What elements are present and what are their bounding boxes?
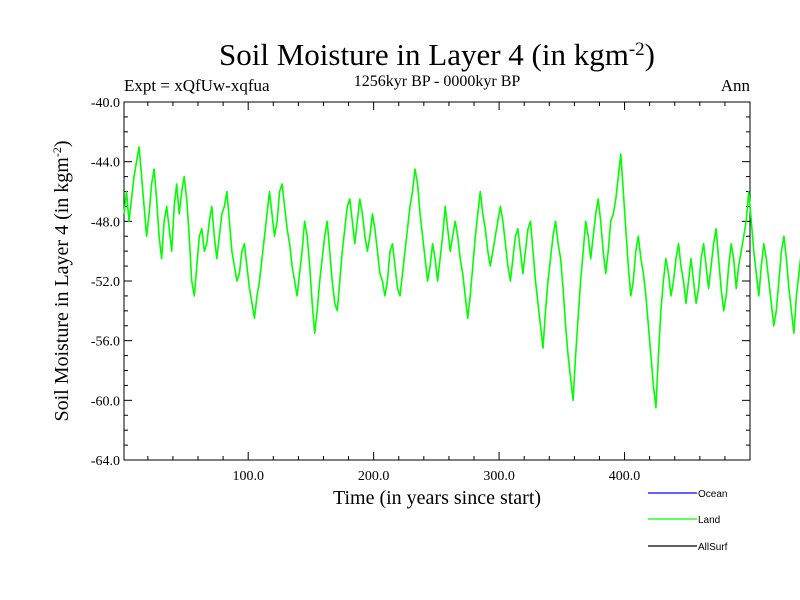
x-tick-label: 300.0: [483, 469, 515, 484]
y-axis-label-close: ): [51, 140, 73, 147]
subtitle-center: 1256kyr BP - 0000kyr BP: [354, 73, 521, 90]
y-tick-label: -56.0: [91, 335, 120, 350]
chart-title-main: Soil Moisture in Layer 4 (in kgm: [219, 37, 629, 72]
legend-label-land: Land: [698, 515, 720, 526]
chart-title-superscript: -2: [629, 39, 645, 60]
y-tick-label: -52.0: [91, 275, 120, 290]
x-axis-label: Time (in years since start): [333, 487, 541, 509]
x-tick-label: 200.0: [358, 469, 390, 484]
y-axis-label-superscript: -2: [50, 147, 64, 157]
y-axis-label: Soil Moisture in Layer 4 (in kgm-2): [50, 140, 73, 421]
x-tick-label: 100.0: [232, 469, 264, 484]
chart-title-close: ): [645, 37, 655, 72]
subtitle-left: Expt = xQfUw-xqfua: [124, 76, 270, 95]
legend: Ocean Land AllSurf: [648, 489, 728, 553]
y-tick-label: -40.0: [91, 96, 120, 111]
y-tick-label: -44.0: [91, 156, 120, 171]
chart-title: Soil Moisture in Layer 4 (in kgm-2): [219, 37, 655, 72]
series-line-land: [123, 146, 800, 409]
y-tick-label: -60.0: [91, 394, 120, 409]
legend-label-ocean: Ocean: [698, 489, 727, 500]
y-axis-label-main: Soil Moisture in Layer 4 (in kgm: [51, 157, 73, 422]
y-tick-labels: -40.0 -44.0 -48.0 -52.0 -56.0 -60.0 -64.…: [91, 96, 120, 469]
y-tick-label: -48.0: [91, 215, 120, 230]
legend-label-allsurf: AllSurf: [698, 542, 728, 553]
x-tick-labels: 100.0 200.0 300.0 400.0: [232, 469, 640, 484]
y-tick-label: -64.0: [91, 454, 120, 469]
x-tick-label: 400.0: [609, 469, 641, 484]
subtitle-right: Ann: [721, 76, 751, 95]
